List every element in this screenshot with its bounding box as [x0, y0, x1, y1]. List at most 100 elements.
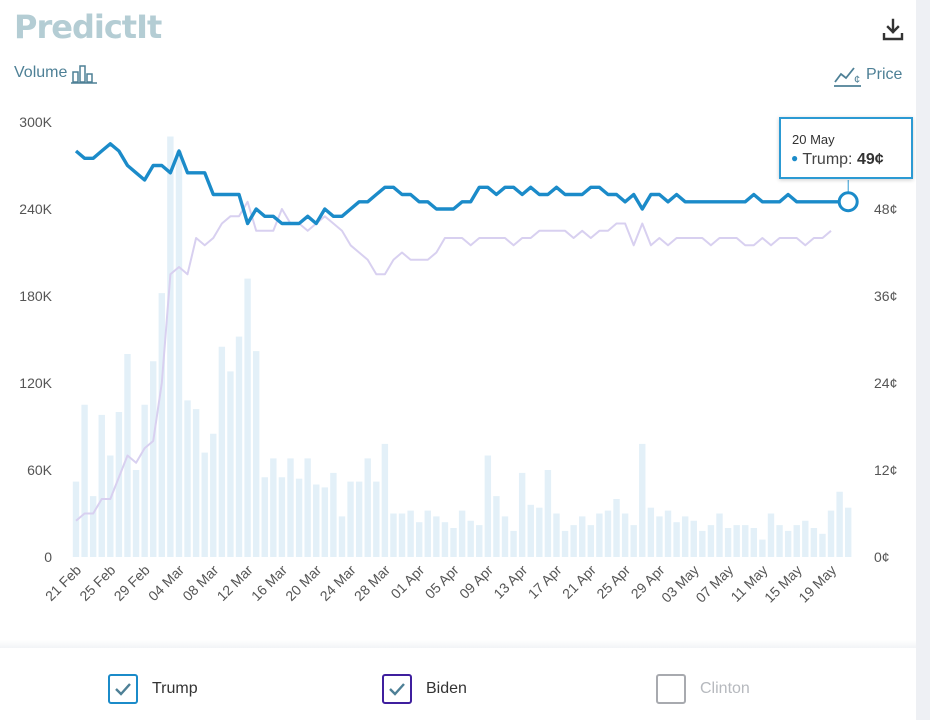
volume-bar [810, 528, 818, 557]
y-axis-price-ticks: 0¢12¢24¢36¢48¢60¢ [874, 114, 897, 565]
volume-bar [836, 491, 843, 557]
volume-bar [793, 525, 800, 557]
volume-bar [544, 470, 552, 557]
volume-bar [673, 522, 680, 557]
x-tick-label: 29 Feb [111, 562, 153, 604]
volume-bars [72, 136, 852, 557]
x-tick-label: 13 Apr [490, 562, 530, 602]
volume-bar [647, 507, 655, 557]
volume-bar [750, 528, 758, 557]
legend-label-trump: Trump [152, 680, 198, 697]
legend-item-trump[interactable]: Trump [108, 674, 198, 704]
legend-label-clinton: Clinton [700, 680, 750, 697]
y-right-tick-label: 12¢ [874, 462, 897, 478]
volume-bar [484, 455, 492, 557]
legend-label-biden: Biden [426, 680, 467, 697]
y-left-tick-label: 300K [19, 114, 52, 130]
volume-bar [304, 458, 311, 557]
scrollbar-track[interactable] [916, 0, 930, 720]
predictit-logo: PredictIt [14, 8, 162, 46]
volume-bar [476, 525, 483, 557]
volume-bar [733, 525, 740, 557]
volume-bar [630, 525, 637, 557]
bar-chart-icon [71, 65, 98, 84]
volume-bar [776, 525, 783, 557]
volume-bar [510, 530, 517, 557]
clinton-checkbox[interactable] [656, 674, 686, 704]
volume-bar [107, 455, 114, 557]
volume-bar [252, 351, 260, 557]
y-left-tick-label: 0 [44, 549, 52, 565]
y-right-tick-label: 36¢ [874, 288, 897, 304]
y-left-tick-label: 240K [19, 201, 52, 217]
volume-axis-toggle[interactable]: Volume [14, 62, 99, 84]
tooltip-row: ● Trump: 49¢ [791, 151, 884, 168]
section-divider [0, 640, 916, 648]
x-tick-label: 20 Mar [282, 562, 324, 604]
volume-bar [150, 361, 157, 557]
x-tick-label: 04 Mar [145, 562, 187, 604]
price-lines [74, 142, 849, 522]
volume-bar [458, 510, 466, 557]
tooltip-series: Trump [802, 151, 849, 168]
x-tick-label: 25 Apr [593, 562, 633, 602]
line-chart-icon: ¢ [834, 67, 861, 87]
volume-bar [467, 520, 474, 557]
series-line-trump [74, 142, 849, 226]
x-tick-label: 24 Mar [317, 562, 359, 604]
volume-bar [244, 278, 251, 557]
volume-bar [175, 151, 183, 557]
y-right-tick-label: 0¢ [874, 549, 890, 565]
y-left-tick-label: 180K [19, 288, 52, 304]
volume-bar [441, 522, 449, 557]
volume-bar [639, 443, 646, 557]
volume-bar [690, 520, 697, 557]
legend-item-clinton[interactable]: Clinton [656, 674, 750, 704]
x-tick-label: 03 May [658, 562, 702, 606]
volume-bar [570, 525, 577, 557]
checkmark-icon [115, 683, 131, 696]
volume-bar [98, 414, 105, 557]
volume-bar [218, 346, 226, 557]
volume-bar [802, 520, 809, 557]
volume-bar [759, 539, 766, 557]
x-tick-label: 16 Mar [248, 562, 290, 604]
volume-bar [89, 496, 97, 557]
tooltip-date: 20 May [792, 132, 835, 147]
volume-bar [184, 400, 191, 557]
biden-checkbox[interactable] [382, 674, 412, 704]
series-line-biden [75, 200, 832, 522]
volume-bar [553, 513, 560, 557]
volume-bar [261, 477, 268, 557]
volume-bar [338, 516, 346, 557]
x-tick-label: 08 Mar [179, 562, 221, 604]
volume-bar [450, 528, 457, 557]
x-tick-label: 09 Apr [456, 562, 496, 602]
download-button[interactable] [880, 18, 906, 42]
volume-bar [313, 484, 320, 557]
volume-bar [587, 525, 594, 557]
volume-bar [501, 516, 509, 557]
volume-bar [767, 513, 775, 557]
volume-bar [493, 496, 500, 557]
volume-bar [613, 499, 620, 557]
x-tick-label: 07 May [692, 562, 736, 606]
volume-label: Volume [14, 64, 68, 81]
trump-checkbox[interactable] [108, 674, 138, 704]
download-icon [882, 18, 904, 41]
price-axis-toggle[interactable]: ¢ Price [834, 62, 902, 88]
volume-bar [321, 487, 329, 557]
legend-item-biden[interactable]: Biden [382, 674, 467, 704]
volume-bar [707, 525, 715, 557]
volume-bar [699, 530, 706, 557]
volume-bar [270, 458, 277, 557]
hover-marker [837, 180, 859, 213]
volume-bar [433, 516, 440, 557]
volume-bar [210, 433, 217, 557]
volume-bar [527, 504, 534, 557]
volume-bar [355, 481, 363, 557]
volume-bar [81, 404, 88, 557]
volume-bar [141, 404, 148, 557]
volume-bar [295, 478, 303, 557]
